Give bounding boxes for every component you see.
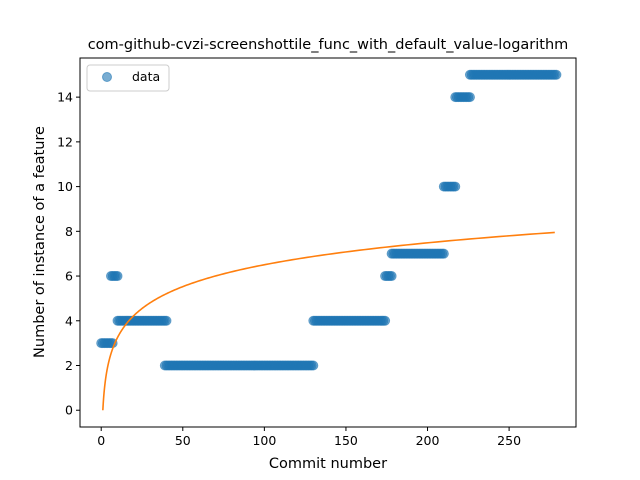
y-tick-label: 0 [65,403,73,418]
data-point [308,360,319,371]
legend-box [86,64,170,92]
y-tick-label: 12 [57,134,73,149]
y-tick-label: 2 [65,358,73,373]
legend: data [86,64,170,92]
x-tick-label: 150 [334,433,358,448]
data-point [386,271,397,282]
data-point [380,315,391,326]
fit-line [102,231,555,411]
x-tick-label: 100 [252,433,276,448]
axes-frame [79,57,577,428]
x-axis: 0 50 100 150 200 250 [97,427,521,448]
x-axis-label: Commit number [269,456,387,472]
data-point [438,248,449,259]
x-tick-label: 0 [97,433,105,448]
x-tick-label: 250 [497,433,521,448]
data-point [551,69,562,80]
y-tick-label: 14 [57,90,73,105]
data-point [450,181,461,192]
y-axis: 0 2 4 6 8 10 12 14 [57,90,80,418]
x-tick-label: 50 [175,433,191,448]
data-point [112,271,123,282]
y-axis-label: Number of instance of a feature [32,126,48,358]
data-point [161,315,172,326]
chart-title: com-github-cvzi-screenshottile_func_with… [88,37,569,53]
plot-area [96,69,562,411]
series-data [96,69,562,371]
y-tick-label: 10 [57,179,73,194]
y-tick-label: 4 [65,313,73,328]
legend-marker-data [102,72,112,82]
y-tick-label: 8 [65,224,73,239]
y-tick-label: 6 [65,269,73,284]
x-tick-label: 200 [416,433,440,448]
legend-label-data: data [132,69,160,84]
data-point [464,92,475,103]
